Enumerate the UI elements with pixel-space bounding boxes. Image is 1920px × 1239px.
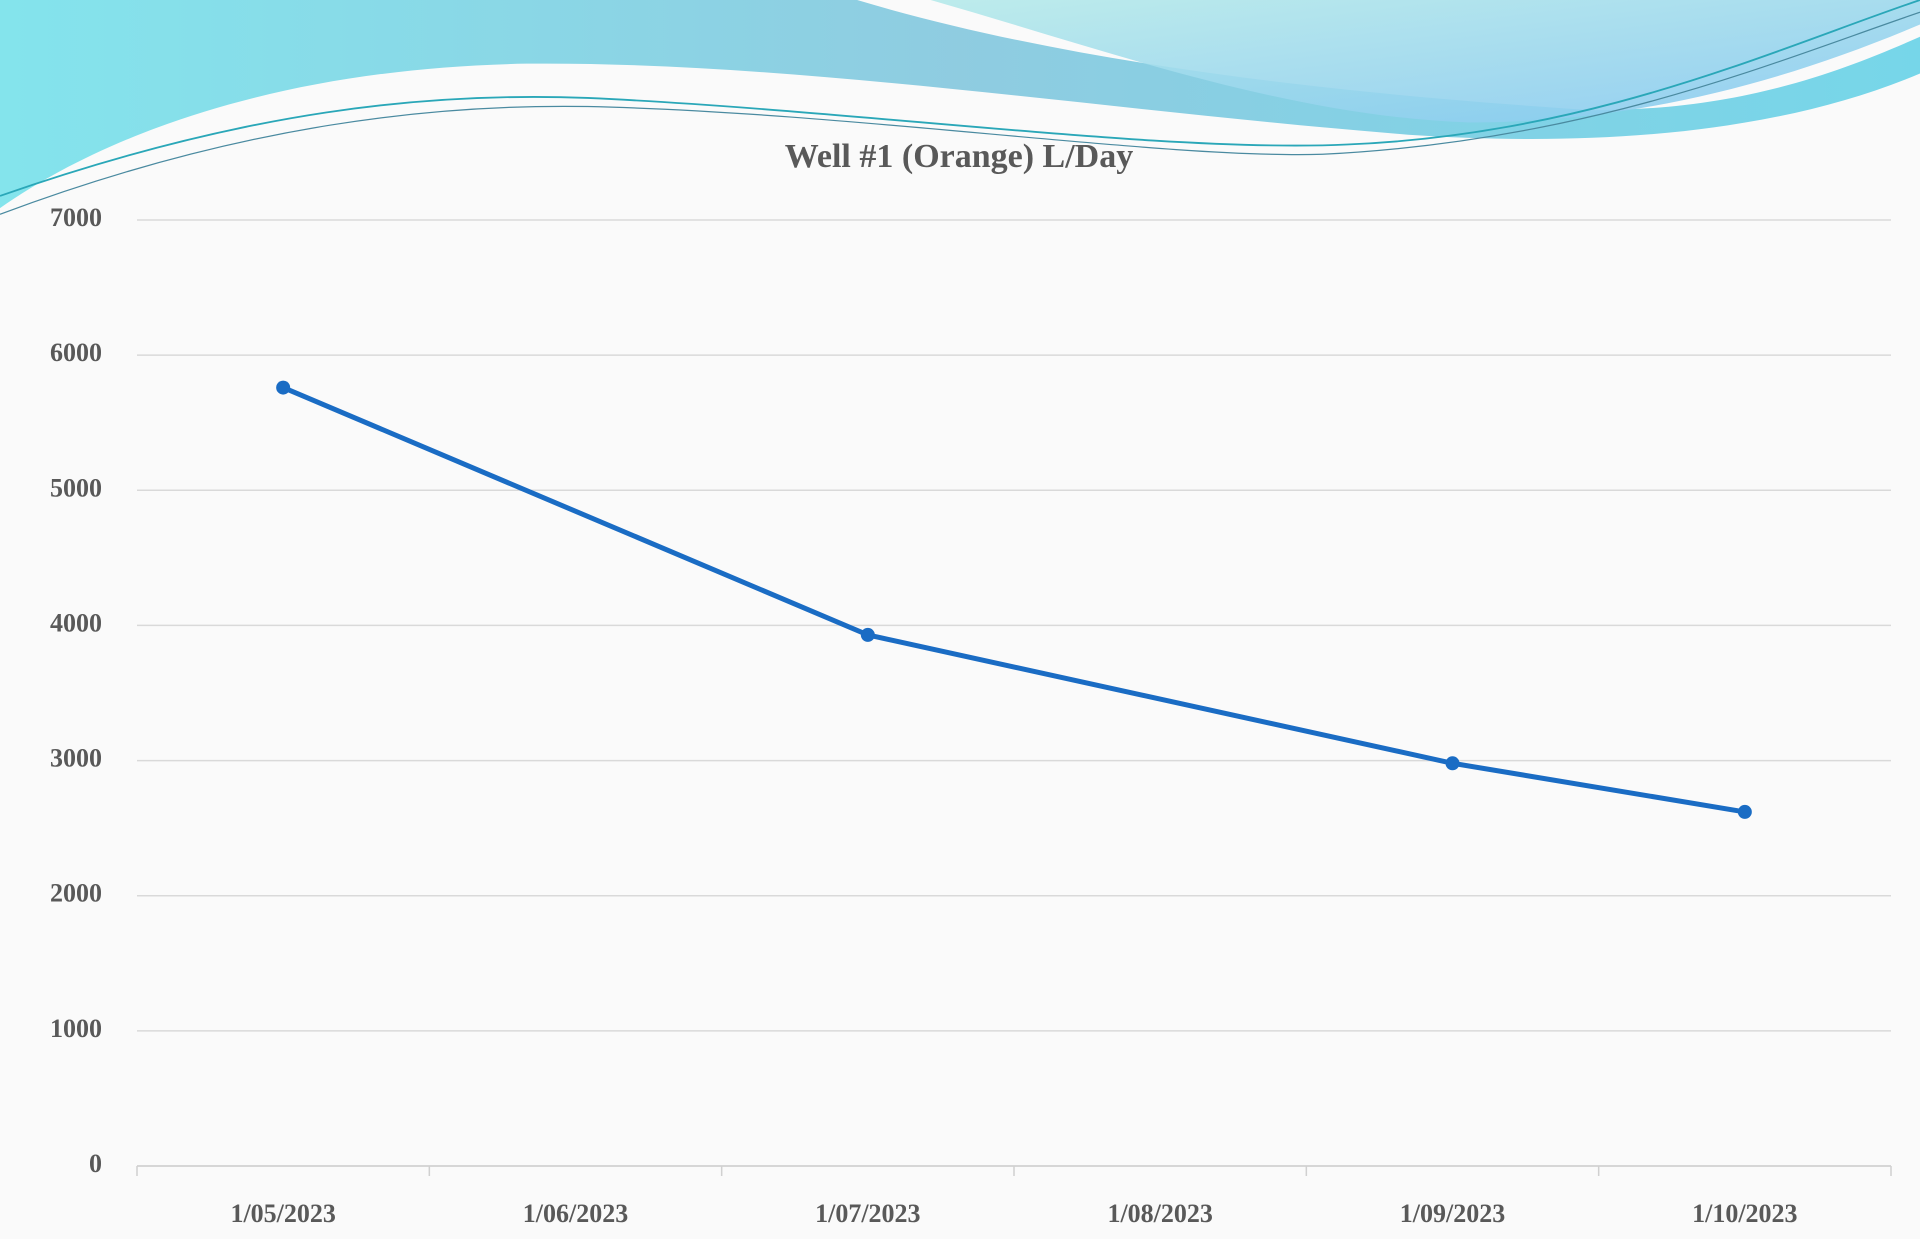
y-tick-label: 3000 [50, 744, 102, 773]
x-tick-label: 1/09/2023 [1400, 1199, 1505, 1228]
chart: Well #1 (Orange) L/Day 0 1000 2000 3000 4000… [0, 0, 1920, 1239]
x-tick-label: 1/06/2023 [523, 1199, 628, 1228]
chart-title: Well #1 (Orange) L/Day [785, 138, 1133, 175]
y-tick-label: 4000 [50, 608, 102, 637]
x-tick-label: 1/08/2023 [1107, 1199, 1212, 1228]
data-point [861, 628, 875, 642]
y-tick-label: 6000 [50, 338, 102, 367]
data-line [283, 388, 1745, 812]
decor-waves [0, 0, 1920, 214]
y-tick-label: 1000 [50, 1014, 102, 1043]
y-tick-label: 2000 [50, 879, 102, 908]
y-tick-label: 7000 [50, 203, 102, 232]
data-point [276, 381, 290, 395]
x-tick-label: 1/07/2023 [815, 1199, 920, 1228]
data-point [1446, 756, 1460, 770]
x-tick-label: 1/05/2023 [230, 1199, 335, 1228]
x-tick-label: 1/10/2023 [1692, 1199, 1797, 1228]
y-tick-label: 5000 [50, 473, 102, 502]
y-tick-label: 0 [89, 1149, 102, 1178]
data-point [1738, 805, 1752, 819]
